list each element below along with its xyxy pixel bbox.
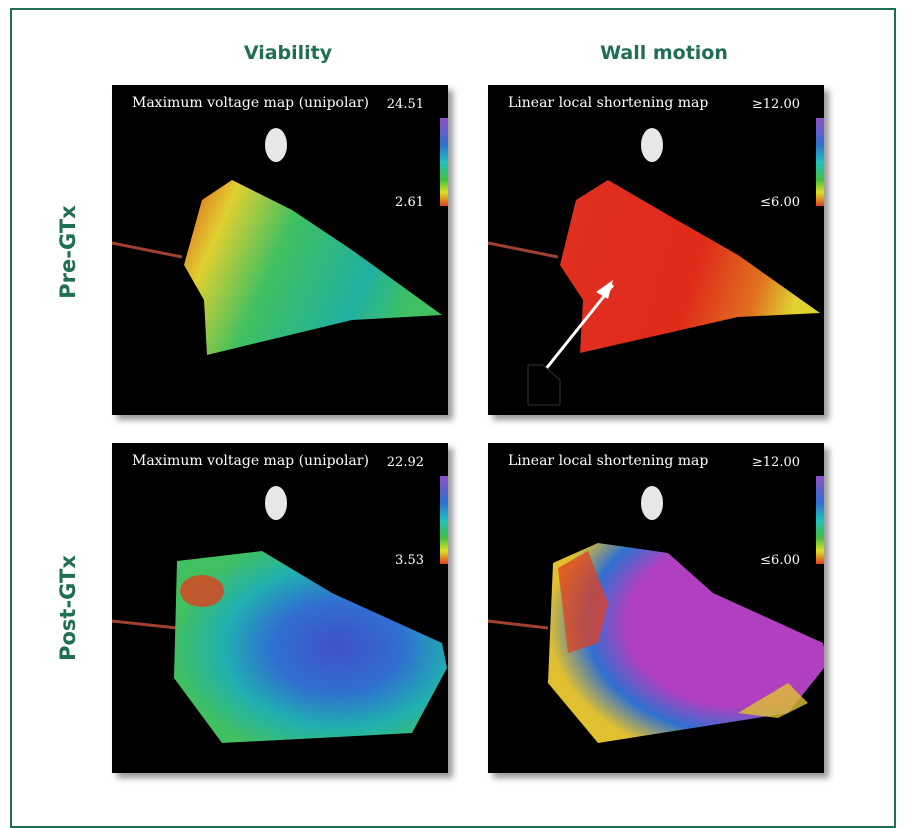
map-title: Maximum voltage map (unipolar): [132, 95, 369, 111]
scale-max: 24.51: [387, 97, 424, 112]
map-panel: Linear local shortening map ≥12.00 ≤6.00: [488, 443, 824, 773]
scale-min: ≤6.00: [760, 195, 800, 210]
row-label: Post-GTx: [56, 555, 80, 661]
row-label: Pre-GTx: [56, 205, 80, 298]
map-panel: Maximum voltage map (unipolar) 24.51 2.6…: [112, 85, 448, 415]
scale-min: ≤6.00: [760, 553, 800, 568]
scale-max: ≥12.00: [752, 97, 800, 112]
map-drawing: [488, 85, 824, 415]
column-header: Wall motion: [494, 42, 834, 64]
column-header: Viability: [118, 42, 458, 64]
scale-min: 2.61: [395, 195, 424, 210]
page: Viability Wall motion Pre-GTx Post-GTx M…: [0, 0, 906, 817]
scale-max: 22.92: [387, 455, 424, 470]
map-drawing: [112, 85, 448, 415]
map-panel: Maximum voltage map (unipolar) 22.92 3.5…: [112, 443, 448, 773]
scale-min: 3.53: [395, 553, 424, 568]
map-title: Maximum voltage map (unipolar): [132, 453, 369, 469]
map-title: Linear local shortening map: [508, 95, 708, 111]
map-drawing: [488, 443, 824, 773]
map-panel: Linear local shortening map ≥12.00 ≤6.00: [488, 85, 824, 415]
scale-max: ≥12.00: [752, 455, 800, 470]
map-drawing: [112, 443, 448, 773]
map-title: Linear local shortening map: [508, 453, 708, 469]
